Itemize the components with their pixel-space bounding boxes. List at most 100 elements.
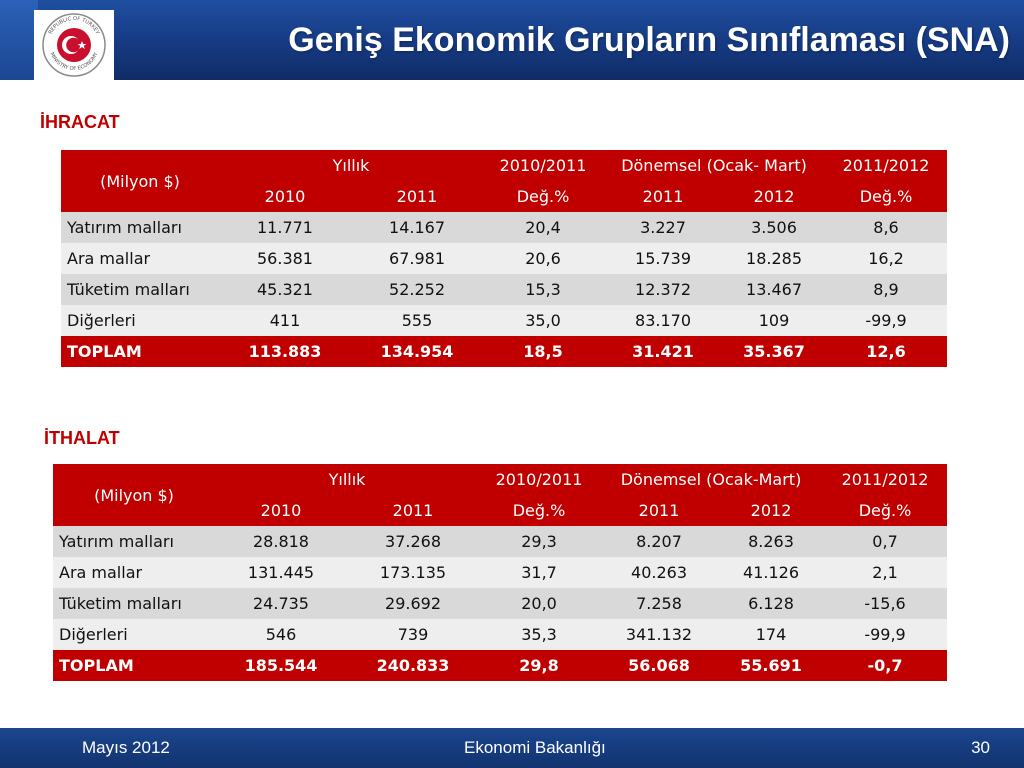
header-2010: 2010 bbox=[215, 495, 347, 526]
total-period-2011: 31.421 bbox=[603, 336, 724, 367]
cell-period-2011: 7.258 bbox=[599, 588, 720, 619]
total-change2: 12,6 bbox=[825, 336, 948, 367]
cell-change2: -15,6 bbox=[823, 588, 948, 619]
cell-change2: 16,2 bbox=[825, 243, 948, 274]
cell-2011: 52.252 bbox=[351, 274, 484, 305]
cell-change: 35,0 bbox=[483, 305, 604, 336]
cell-change2: -99,9 bbox=[825, 305, 948, 336]
cell-period-2012: 3.506 bbox=[723, 212, 826, 243]
cell-change: 15,3 bbox=[483, 274, 604, 305]
total-period-2011: 56.068 bbox=[599, 650, 720, 681]
total-change: 18,5 bbox=[483, 336, 604, 367]
cell-2010: 45.321 bbox=[219, 274, 351, 305]
cell-period-2012: 18.285 bbox=[723, 243, 826, 274]
total-2011: 134.954 bbox=[351, 336, 484, 367]
cell-period-2011: 83.170 bbox=[603, 305, 724, 336]
cell-period-2011: 341.132 bbox=[599, 619, 720, 650]
cell-change2: 8,6 bbox=[825, 212, 948, 243]
total-change: 29,8 bbox=[479, 650, 600, 681]
table-subheader-row: 2010 2011 Değ.% 2011 2012 Değ.% bbox=[61, 181, 948, 212]
header-change-bottom: Değ.% bbox=[483, 181, 604, 212]
cell-period-2011: 12.372 bbox=[603, 274, 724, 305]
cell-change2: 8,9 bbox=[825, 274, 948, 305]
ihracat-table: (Milyon $) Yıllık 2010/2011 Dönemsel (Oc… bbox=[61, 150, 948, 367]
row-label: Diğerleri bbox=[61, 305, 219, 336]
cell-change: 20,4 bbox=[483, 212, 604, 243]
cell-2010: 546 bbox=[215, 619, 347, 650]
table-row: Tüketim malları 45.321 52.252 15,3 12.37… bbox=[61, 274, 948, 305]
row-label: Tüketim malları bbox=[53, 588, 215, 619]
cell-period-2012: 6.128 bbox=[719, 588, 824, 619]
cell-period-2012: 8.263 bbox=[719, 526, 824, 557]
header-period-2012: 2012 bbox=[723, 181, 826, 212]
header-change-top: 2010/2011 bbox=[479, 464, 600, 495]
header-period: Dönemsel (Ocak-Mart) bbox=[599, 464, 824, 495]
header-period-2011: 2011 bbox=[603, 181, 724, 212]
section-label-ihracat: İHRACAT bbox=[40, 112, 120, 132]
cell-2010: 24.735 bbox=[215, 588, 347, 619]
table-row: Diğerleri 546 739 35,3 341.132 174 -99,9 bbox=[53, 619, 948, 650]
header-change2-top: 2011/2012 bbox=[823, 464, 948, 495]
total-period-2012: 55.691 bbox=[719, 650, 824, 681]
cell-change: 29,3 bbox=[479, 526, 600, 557]
row-label: Ara mallar bbox=[53, 557, 215, 588]
total-2010: 113.883 bbox=[219, 336, 351, 367]
table-header-row: (Milyon $) Yıllık 2010/2011 Dönemsel (Oc… bbox=[61, 150, 948, 212]
ministry-seal-icon: REPUBLIC OF TURKEY MINISTRY OF ECONOMY bbox=[42, 13, 106, 77]
slide-footer: Mayıs 2012 Ekonomi Bakanlığı 30 bbox=[0, 728, 1024, 768]
cell-period-2012: 41.126 bbox=[719, 557, 824, 588]
cell-2011: 14.167 bbox=[351, 212, 484, 243]
ithalat-table: (Milyon $) Yıllık 2010/2011 Dönemsel (Oc… bbox=[53, 464, 948, 681]
cell-change2: 0,7 bbox=[823, 526, 948, 557]
table-row: Yatırım malları 28.818 37.268 29,3 8.207… bbox=[53, 526, 948, 557]
header-period-2012: 2012 bbox=[719, 495, 824, 526]
header-period: Dönemsel (Ocak- Mart) bbox=[603, 150, 826, 181]
header-yillik: Yıllık bbox=[215, 464, 480, 495]
unit-label: (Milyon $) bbox=[61, 150, 219, 212]
cell-2010: 56.381 bbox=[219, 243, 351, 274]
cell-change: 35,3 bbox=[479, 619, 600, 650]
header-yillik: Yıllık bbox=[219, 150, 484, 181]
row-label: Yatırım malları bbox=[61, 212, 219, 243]
table-row: Tüketim malları 24.735 29.692 20,0 7.258… bbox=[53, 588, 948, 619]
slide-header: REPUBLIC OF TURKEY MINISTRY OF ECONOMY G… bbox=[0, 0, 1024, 80]
section-label-ithalat: İTHALAT bbox=[44, 428, 120, 448]
cell-change: 20,0 bbox=[479, 588, 600, 619]
header-change2-bottom: Değ.% bbox=[825, 181, 948, 212]
header-change2-bottom: Değ.% bbox=[823, 495, 948, 526]
header-2010: 2010 bbox=[219, 181, 351, 212]
total-label: TOPLAM bbox=[53, 650, 215, 681]
table-row: Ara mallar 131.445 173.135 31,7 40.263 4… bbox=[53, 557, 948, 588]
cell-period-2012: 13.467 bbox=[723, 274, 826, 305]
cell-2011: 173.135 bbox=[347, 557, 480, 588]
cell-period-2011: 15.739 bbox=[603, 243, 724, 274]
cell-period-2011: 8.207 bbox=[599, 526, 720, 557]
header-change-top: 2010/2011 bbox=[483, 150, 604, 181]
cell-2010: 131.445 bbox=[215, 557, 347, 588]
row-label: Tüketim malları bbox=[61, 274, 219, 305]
cell-2011: 37.268 bbox=[347, 526, 480, 557]
header-change-bottom: Değ.% bbox=[479, 495, 600, 526]
cell-change2: -99,9 bbox=[823, 619, 948, 650]
header-change2-top: 2011/2012 bbox=[825, 150, 948, 181]
table-total-row: TOPLAM 185.544 240.833 29,8 56.068 55.69… bbox=[53, 650, 948, 681]
cell-period-2011: 3.227 bbox=[603, 212, 724, 243]
row-label: Yatırım malları bbox=[53, 526, 215, 557]
cell-period-2012: 174 bbox=[719, 619, 824, 650]
row-label: Diğerleri bbox=[53, 619, 215, 650]
table-header-row: (Milyon $) Yıllık 2010/2011 Dönemsel (Oc… bbox=[53, 464, 948, 526]
total-change2: -0,7 bbox=[823, 650, 948, 681]
cell-2011: 29.692 bbox=[347, 588, 480, 619]
page-number: 30 bbox=[971, 738, 990, 757]
unit-label: (Milyon $) bbox=[53, 464, 215, 526]
header-2011: 2011 bbox=[347, 495, 480, 526]
total-2011: 240.833 bbox=[347, 650, 480, 681]
table-row: Yatırım malları 11.771 14.167 20,4 3.227… bbox=[61, 212, 948, 243]
total-label: TOPLAM bbox=[61, 336, 219, 367]
table-total-row: TOPLAM 113.883 134.954 18,5 31.421 35.36… bbox=[61, 336, 948, 367]
cell-2010: 11.771 bbox=[219, 212, 351, 243]
footer-date: Mayıs 2012 bbox=[82, 738, 170, 757]
cell-2011: 67.981 bbox=[351, 243, 484, 274]
cell-period-2011: 40.263 bbox=[599, 557, 720, 588]
table-subheader-row: 2010 2011 Değ.% 2011 2012 Değ.% bbox=[53, 495, 948, 526]
